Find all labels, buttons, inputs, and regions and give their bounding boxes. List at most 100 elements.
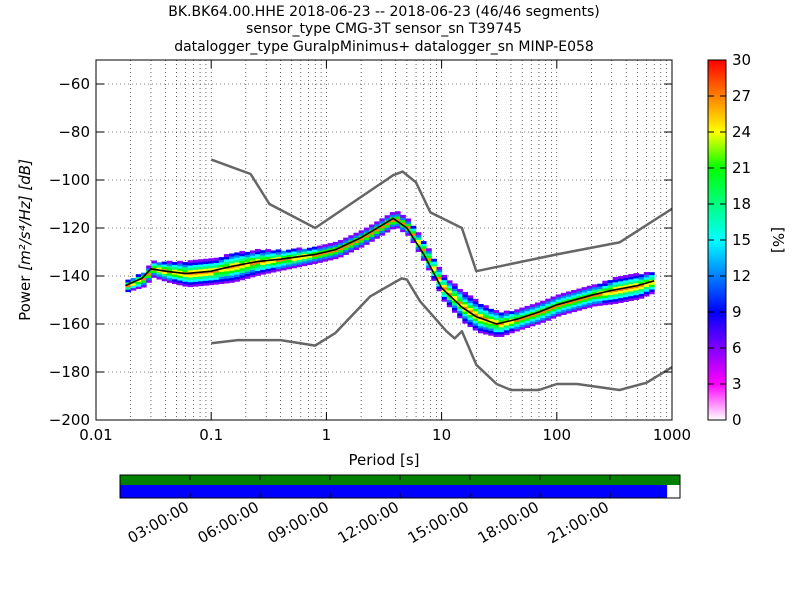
density-cell [540,315,546,319]
density-cell [488,328,494,331]
density-cell [156,264,163,268]
density-cell [234,266,240,270]
timeline-tick-label: 06:00:00 [195,498,262,547]
density-cell [369,236,375,240]
density-cell [472,301,479,305]
density-cell [591,289,598,293]
density-cell [286,261,292,265]
density-cell [597,288,603,292]
density-cell [524,305,531,309]
density-cell [560,300,567,303]
density-cell [244,256,251,260]
density-cell [156,271,163,275]
density-cell [337,242,344,246]
density-cell [182,274,189,277]
density-cell [348,249,355,253]
density-cell [540,319,546,323]
density-cell [477,318,484,322]
density-cell [555,296,562,300]
density-cell [607,282,614,286]
density-cell [607,284,614,288]
density-cell [472,318,479,321]
density-cell [296,247,303,251]
density-cell [602,295,609,299]
density-cell [503,310,510,314]
density-cell [286,252,292,255]
density-cell [503,315,510,319]
density-cell [586,290,593,294]
density-cell [483,312,489,316]
density-cell [239,250,246,254]
density-cell [446,299,453,303]
density-cell [182,281,189,285]
density-cell [394,218,401,222]
density-cell [146,279,152,283]
density-cell [431,277,437,281]
density-cell [633,297,640,301]
density-cell [488,323,494,327]
density-cell [332,253,339,257]
density-cell [197,278,204,282]
density-cell [166,263,173,267]
density-cell [182,276,189,280]
density-cell [612,279,619,283]
density-cell [509,325,515,329]
density-cell [612,281,619,285]
density-cell [255,268,261,272]
density-cell [623,277,629,281]
density-cell [203,265,209,269]
density-cell [441,282,448,285]
density-cell [343,252,349,255]
density-cell [602,299,609,303]
density-cell [275,258,282,262]
density-cell [203,282,209,286]
density-cell [462,306,469,310]
density-cell [431,275,437,279]
density-cell [524,308,531,312]
density-cell [306,257,313,261]
density-cell [633,273,640,277]
density-cell [441,296,448,300]
density-cell [332,251,339,255]
density-cell [612,284,619,288]
density-cell [540,300,546,304]
density-cell [405,232,412,236]
density-cell [519,326,526,330]
density-cell [514,328,520,332]
density-cell [363,234,370,238]
density-cell [498,324,505,328]
density-cell [275,268,282,272]
density-cell [534,302,541,306]
density-cell [446,280,453,284]
density-cell [451,305,458,308]
density-cell [483,331,489,335]
density-cell [477,315,484,319]
density-cell [348,247,355,251]
density-cell [426,260,432,264]
y-tick-label: −140 [49,267,90,285]
density-cell [358,242,365,246]
density-cell [566,305,572,309]
colorbar-tick-label: 27 [732,87,751,105]
density-cell [457,288,463,292]
y-axis-ticks: −60 −80 −100 −120 −140 −160 −180 −200 [49,75,672,429]
y-axis-label: Power [m²/s⁴/Hz] [dB] [16,159,34,321]
density-cell [457,300,463,304]
density-cell [524,313,531,316]
density-cell [623,284,629,288]
density-cell [348,244,355,248]
density-cell [229,279,235,283]
density-cell [477,325,484,329]
density-cell [161,268,168,272]
density-cell [151,272,158,276]
density-cell [529,308,536,312]
density-cell [446,285,453,289]
density-cell [291,265,297,269]
density-cell [467,319,474,323]
density-cell [394,225,401,229]
density-cell [602,283,609,287]
density-cell [503,327,510,331]
density-cell [363,229,370,233]
density-cell [265,249,272,252]
density-cell [420,248,427,252]
